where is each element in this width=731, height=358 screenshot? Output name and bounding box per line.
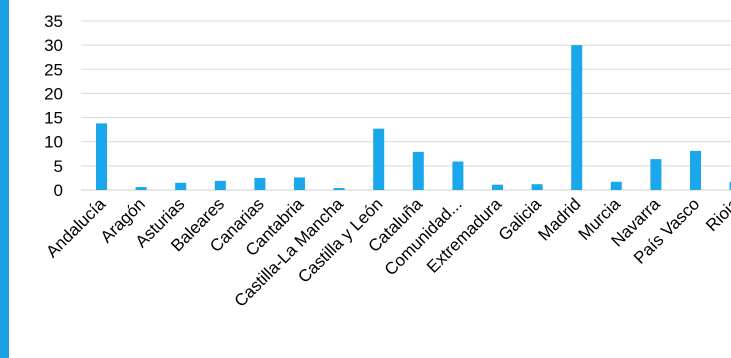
y-tick-label: 15 [44,109,63,128]
bar-8 [412,151,424,190]
x-tick-label: Rioja [702,194,731,235]
x-tick-label: Andalucía [42,194,109,261]
bar-10 [492,184,503,190]
y-axis-tick-labels: 0 5 10 15 20 25 30 35 [44,12,63,200]
left-accent-bar [0,0,9,358]
bar-5 [294,177,305,190]
y-tick-label: 0 [54,181,63,200]
bar-15 [690,150,701,190]
y-tick-label: 25 [44,60,63,79]
x-tick-label: Madrid [534,194,584,244]
bar-9 [452,161,464,190]
bar-3 [214,180,226,190]
y-tick-label: 20 [44,84,63,103]
bar-14 [650,159,662,190]
y-tick-label: 30 [44,36,63,55]
bar-12 [571,45,583,191]
y-tick-label: 35 [44,12,63,31]
bar-0 [96,123,107,190]
x-axis-tick-labels: AndalucíaAragónAsturiasBalearesCanariasC… [42,194,731,311]
bar-16 [729,181,731,190]
bar-11 [531,184,543,190]
bar-13 [610,181,622,190]
bar-2 [175,182,187,190]
bar-4 [254,177,266,190]
gridlines [81,20,731,191]
y-tick-label: 5 [54,157,63,176]
x-tick-label: Galicia [495,194,546,245]
bars [96,45,731,191]
bar-6 [333,188,345,190]
bar-1 [135,187,147,190]
y-tick-label: 10 [44,133,63,152]
bar-7 [373,128,385,190]
